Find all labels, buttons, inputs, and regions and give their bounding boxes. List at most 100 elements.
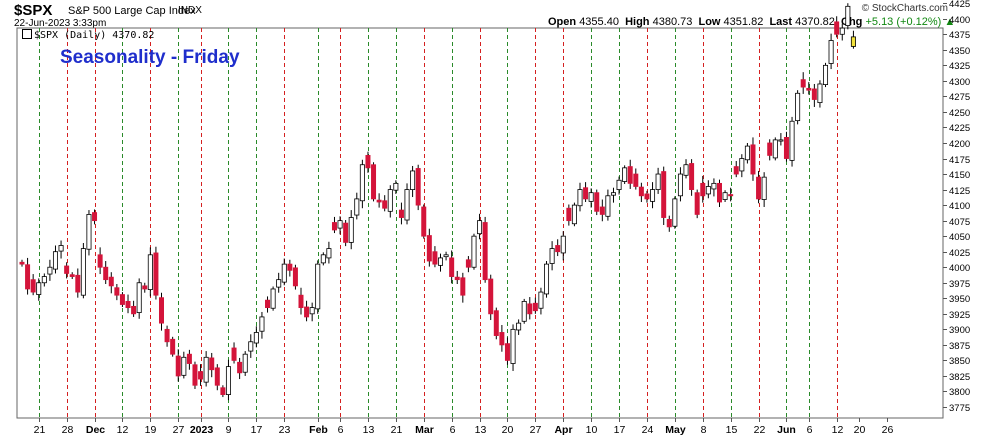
candle-body: [655, 173, 661, 190]
candle-body: [761, 176, 767, 200]
candle-body: [175, 355, 181, 377]
candle-body: [131, 305, 137, 315]
candle-body: [270, 288, 276, 309]
timestamp: 22-Jun-2023 3:33pm: [14, 18, 107, 29]
x-tick-label: 13: [475, 424, 487, 436]
candle-body: [532, 302, 538, 312]
x-tick-label: 13: [363, 424, 375, 436]
candle-body: [225, 366, 231, 395]
y-tick-label: 4125: [949, 186, 970, 197]
x-tick-label: 20: [502, 424, 514, 436]
candle-body: [499, 332, 505, 346]
x-tick-label: 12: [117, 424, 129, 436]
candle-body: [209, 357, 215, 371]
y-tick-label: 4200: [949, 139, 970, 150]
x-tick-label: 6: [338, 424, 344, 436]
candle-body: [795, 92, 801, 122]
candle-body: [527, 303, 533, 315]
candle-body: [415, 168, 421, 206]
candle-body: [214, 367, 220, 386]
candle-body: [544, 263, 550, 295]
y-tick-label: 4350: [949, 46, 970, 57]
candle-body: [644, 193, 650, 200]
x-tick-label: May: [665, 424, 686, 436]
candle-body: [281, 263, 287, 283]
candle-body: [309, 307, 315, 315]
y-tick-label: 4100: [949, 201, 970, 212]
candle-body: [265, 299, 271, 309]
candle-body: [666, 218, 672, 228]
candle-body: [142, 285, 148, 290]
x-tick-label: 6: [807, 424, 813, 436]
candle-body: [92, 212, 98, 222]
x-tick-label: 21: [34, 424, 46, 436]
candle-body: [80, 248, 86, 296]
low-label: Low: [698, 16, 721, 28]
candle-body: [783, 136, 789, 159]
candle-body: [577, 189, 583, 207]
candle-body: [599, 206, 605, 215]
candle-body: [477, 220, 483, 235]
candle-body: [560, 235, 566, 254]
candle-body: [36, 282, 42, 295]
y-tick-label: 3800: [949, 387, 970, 398]
candle-body: [633, 173, 639, 187]
candle-body: [443, 254, 449, 258]
series-legend: $SPX (Daily) 4370.82: [22, 29, 154, 41]
candle-body: [315, 263, 321, 310]
x-tick-label: 17: [614, 424, 626, 436]
x-tick-label: 28: [62, 424, 74, 436]
candle-body: [828, 40, 834, 64]
candle-body: [677, 173, 683, 197]
candle-body: [136, 282, 142, 313]
ohlc-readout: Open 4355.40 High 4380.73 Low 4351.82 La…: [548, 16, 955, 28]
candle-body: [834, 21, 840, 35]
candle-body: [800, 79, 806, 88]
candle-body: [616, 179, 622, 190]
candle-body: [521, 300, 527, 322]
candle-body: [242, 353, 248, 373]
candle-body: [348, 217, 354, 243]
candle-body: [387, 189, 393, 212]
candle-body: [192, 364, 198, 386]
y-tick-label: 4275: [949, 92, 970, 103]
candle-body: [650, 189, 656, 202]
candle-body: [772, 139, 778, 159]
candle-body: [694, 192, 700, 215]
candle-body: [158, 297, 164, 324]
open-label: Open: [548, 16, 577, 28]
candle-body: [510, 328, 516, 364]
candle-body: [789, 120, 795, 161]
candle-body: [538, 291, 544, 309]
x-tick-label: 27: [530, 424, 542, 436]
x-tick-label: 17: [251, 424, 263, 436]
candle-body: [58, 245, 64, 252]
candle-body: [276, 279, 282, 288]
candle-body: [817, 83, 823, 104]
candle-body: [750, 144, 756, 175]
open-value: 4355.40: [579, 16, 619, 28]
candle-body: [683, 164, 689, 176]
y-tick-label: 4175: [949, 155, 970, 166]
y-tick-label: 4300: [949, 77, 970, 88]
y-tick-label: 4400: [949, 15, 970, 26]
candle-body: [237, 361, 243, 374]
candle-body: [638, 186, 644, 197]
y-tick-label: 3825: [949, 372, 970, 383]
chg-value: +5.13 (+0.12%): [865, 16, 942, 28]
x-tick-label: 19: [145, 424, 157, 436]
candle-body: [181, 356, 187, 376]
x-tick-label: Feb: [309, 424, 328, 436]
y-tick-label: 3850: [949, 356, 970, 367]
y-tick-label: 4375: [949, 30, 970, 41]
candle-body: [482, 222, 488, 281]
x-tick-label: 24: [642, 424, 654, 436]
candle-body: [337, 220, 343, 229]
last-value: 4370.82: [795, 16, 835, 28]
candle-body: [343, 222, 349, 243]
candle-body: [421, 206, 427, 237]
candle-body: [69, 274, 75, 277]
candle-body: [52, 251, 58, 270]
candle-body: [326, 248, 332, 259]
